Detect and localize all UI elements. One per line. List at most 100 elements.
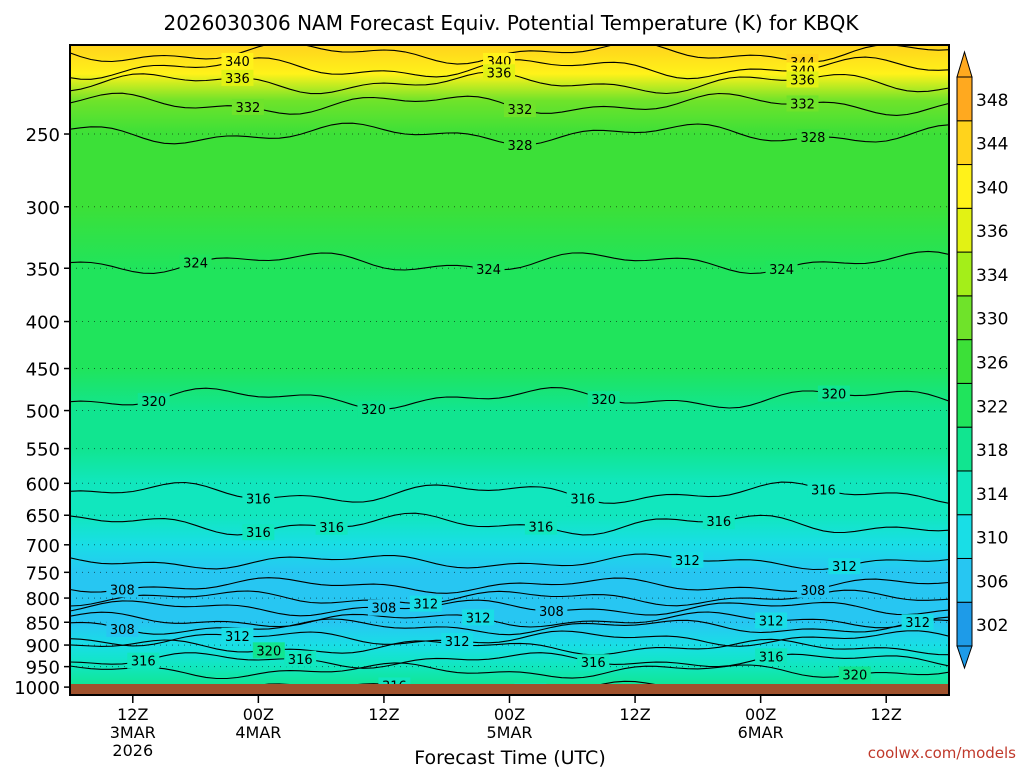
colorbar-label-326: 326 bbox=[976, 354, 1008, 374]
contour-label-bg bbox=[106, 581, 139, 598]
colorbar-swatch-314 bbox=[956, 470, 973, 516]
x-tick-label-66-1: 6MAR bbox=[738, 723, 784, 742]
contour-label-316-7-1: 316 bbox=[570, 493, 595, 508]
contour-label-328-4-1: 328 bbox=[801, 131, 826, 146]
contour-label-308-10-0: 308 bbox=[110, 583, 135, 598]
y-tick-label-900: 900 bbox=[26, 636, 60, 657]
contour-label-bg bbox=[462, 609, 495, 626]
contour-label-316-8-0: 316 bbox=[246, 526, 271, 541]
contour-label-312-13-0: 312 bbox=[466, 611, 491, 626]
contour-label-bg bbox=[807, 481, 840, 498]
contour-label-bg bbox=[535, 602, 568, 619]
contour-label-bg bbox=[284, 650, 317, 667]
contour-label-336-2-1: 336 bbox=[487, 66, 512, 81]
contour-label-bg bbox=[587, 391, 620, 408]
x-axis-label: Forecast Time (UTC) bbox=[414, 747, 605, 768]
colorbar-label-336: 336 bbox=[976, 222, 1008, 242]
contour-label-bg bbox=[828, 558, 861, 575]
contour-label-316-7-0: 316 bbox=[246, 493, 271, 508]
x-tick-label-6-2: 2026 bbox=[112, 741, 153, 760]
contour-label-332-3-0: 332 bbox=[235, 101, 260, 116]
x-tick-label-18-0: 00Z bbox=[243, 705, 274, 724]
colorbar-label-330: 330 bbox=[976, 310, 1008, 330]
y-tick-label-650: 650 bbox=[26, 506, 60, 527]
colorbar-swatch-348 bbox=[956, 76, 973, 122]
contour-label-312-9-0: 312 bbox=[675, 554, 700, 569]
contour-label-bg bbox=[179, 254, 212, 271]
contour-label-bg bbox=[252, 642, 285, 659]
contour-label-312-15-1: 312 bbox=[445, 635, 470, 650]
colorbar-swatch-318 bbox=[956, 426, 973, 472]
contour-label-312-9-1: 312 bbox=[832, 560, 857, 575]
contour-label-312-13-1: 312 bbox=[759, 615, 784, 630]
contour-label-308-14-0: 308 bbox=[110, 623, 135, 638]
y-tick-label-750: 750 bbox=[26, 563, 60, 584]
colorbar-swatch-326 bbox=[956, 339, 973, 384]
contour-label-bg bbox=[566, 490, 599, 507]
contour-320-6 bbox=[70, 387, 949, 410]
contour-label-308-10-1: 308 bbox=[801, 584, 826, 599]
y-tick-label-550: 550 bbox=[26, 440, 60, 461]
y-tick-label-500: 500 bbox=[26, 402, 60, 423]
contour-label-bg bbox=[137, 393, 170, 410]
contour-label-bg bbox=[765, 260, 798, 277]
contour-320-18 bbox=[70, 662, 949, 680]
contour-label-bg bbox=[901, 614, 934, 631]
contour-label-bg bbox=[838, 666, 871, 683]
contour-label-bg bbox=[755, 612, 788, 629]
y-tick-label-450: 450 bbox=[26, 360, 60, 381]
contour-label-bg bbox=[817, 385, 850, 402]
y-tick-label-400: 400 bbox=[26, 313, 60, 334]
contour-label-324-5-1: 324 bbox=[476, 263, 501, 278]
contour-label-bg bbox=[671, 551, 704, 568]
colorbar-swatch-306 bbox=[956, 557, 973, 603]
contour-label-bg bbox=[367, 599, 400, 616]
colorbar-label-302: 302 bbox=[976, 616, 1008, 636]
y-tick-label-300: 300 bbox=[26, 198, 60, 219]
colorbar-swatch-340 bbox=[956, 164, 973, 209]
contour-label-316-16-1: 316 bbox=[288, 653, 313, 668]
contour-label-bg bbox=[357, 401, 390, 418]
x-tick-label-42-1: 5MAR bbox=[486, 723, 532, 742]
contour-label-bg bbox=[441, 632, 474, 649]
x-tick-label-6-1: 3MAR bbox=[110, 723, 156, 742]
contour-label-bg bbox=[315, 518, 348, 535]
contour-label-bg bbox=[242, 524, 275, 541]
contour-label-bg bbox=[106, 620, 139, 637]
contour-label-316-8-3: 316 bbox=[706, 515, 731, 530]
contour-label-bg bbox=[221, 627, 254, 644]
contour-label-320-6-2: 320 bbox=[591, 393, 616, 408]
contour-label-320-6-1: 320 bbox=[361, 403, 386, 418]
contour-label-324-5-2: 324 bbox=[769, 263, 794, 278]
contour-312-15 bbox=[70, 630, 949, 647]
x-tick-label-6-0: 12Z bbox=[117, 705, 148, 724]
contour-label-bg bbox=[472, 261, 505, 278]
contour-316-8 bbox=[70, 512, 949, 536]
contour-label-bg bbox=[796, 581, 829, 598]
contour-label-320-17-0: 320 bbox=[256, 644, 281, 659]
contour-label-bg bbox=[755, 648, 788, 665]
contour-label-bg bbox=[503, 101, 536, 118]
x-tick-label-54-0: 12Z bbox=[619, 705, 650, 724]
contour-label-bg bbox=[786, 71, 819, 88]
colorbar-label-348: 348 bbox=[976, 91, 1008, 111]
contour-label-bg bbox=[409, 595, 442, 612]
contour-label-340-1-0: 340 bbox=[225, 55, 250, 70]
y-tick-label-350: 350 bbox=[26, 259, 60, 280]
credit-link[interactable]: coolwx.com/models bbox=[868, 744, 1016, 762]
contour-label-316-16-3: 316 bbox=[759, 650, 784, 665]
colorbar-label-318: 318 bbox=[976, 441, 1008, 461]
contour-label-320-6-3: 320 bbox=[821, 388, 846, 403]
colorbar-label-344: 344 bbox=[976, 135, 1008, 155]
chart-title: 2026030306 NAM Forecast Equiv. Potential… bbox=[163, 11, 859, 35]
contour-312-13 bbox=[70, 611, 949, 629]
contour-label-320-6-0: 320 bbox=[141, 395, 166, 410]
colorbar-bottom-arrow bbox=[956, 645, 973, 670]
contour-label-bg bbox=[702, 513, 735, 530]
contour-label-316-8-1: 316 bbox=[319, 521, 344, 536]
contour-label-332-3-2: 332 bbox=[790, 97, 815, 112]
x-tick-label-42-0: 00Z bbox=[494, 705, 525, 724]
contour-label-bg bbox=[221, 52, 254, 69]
